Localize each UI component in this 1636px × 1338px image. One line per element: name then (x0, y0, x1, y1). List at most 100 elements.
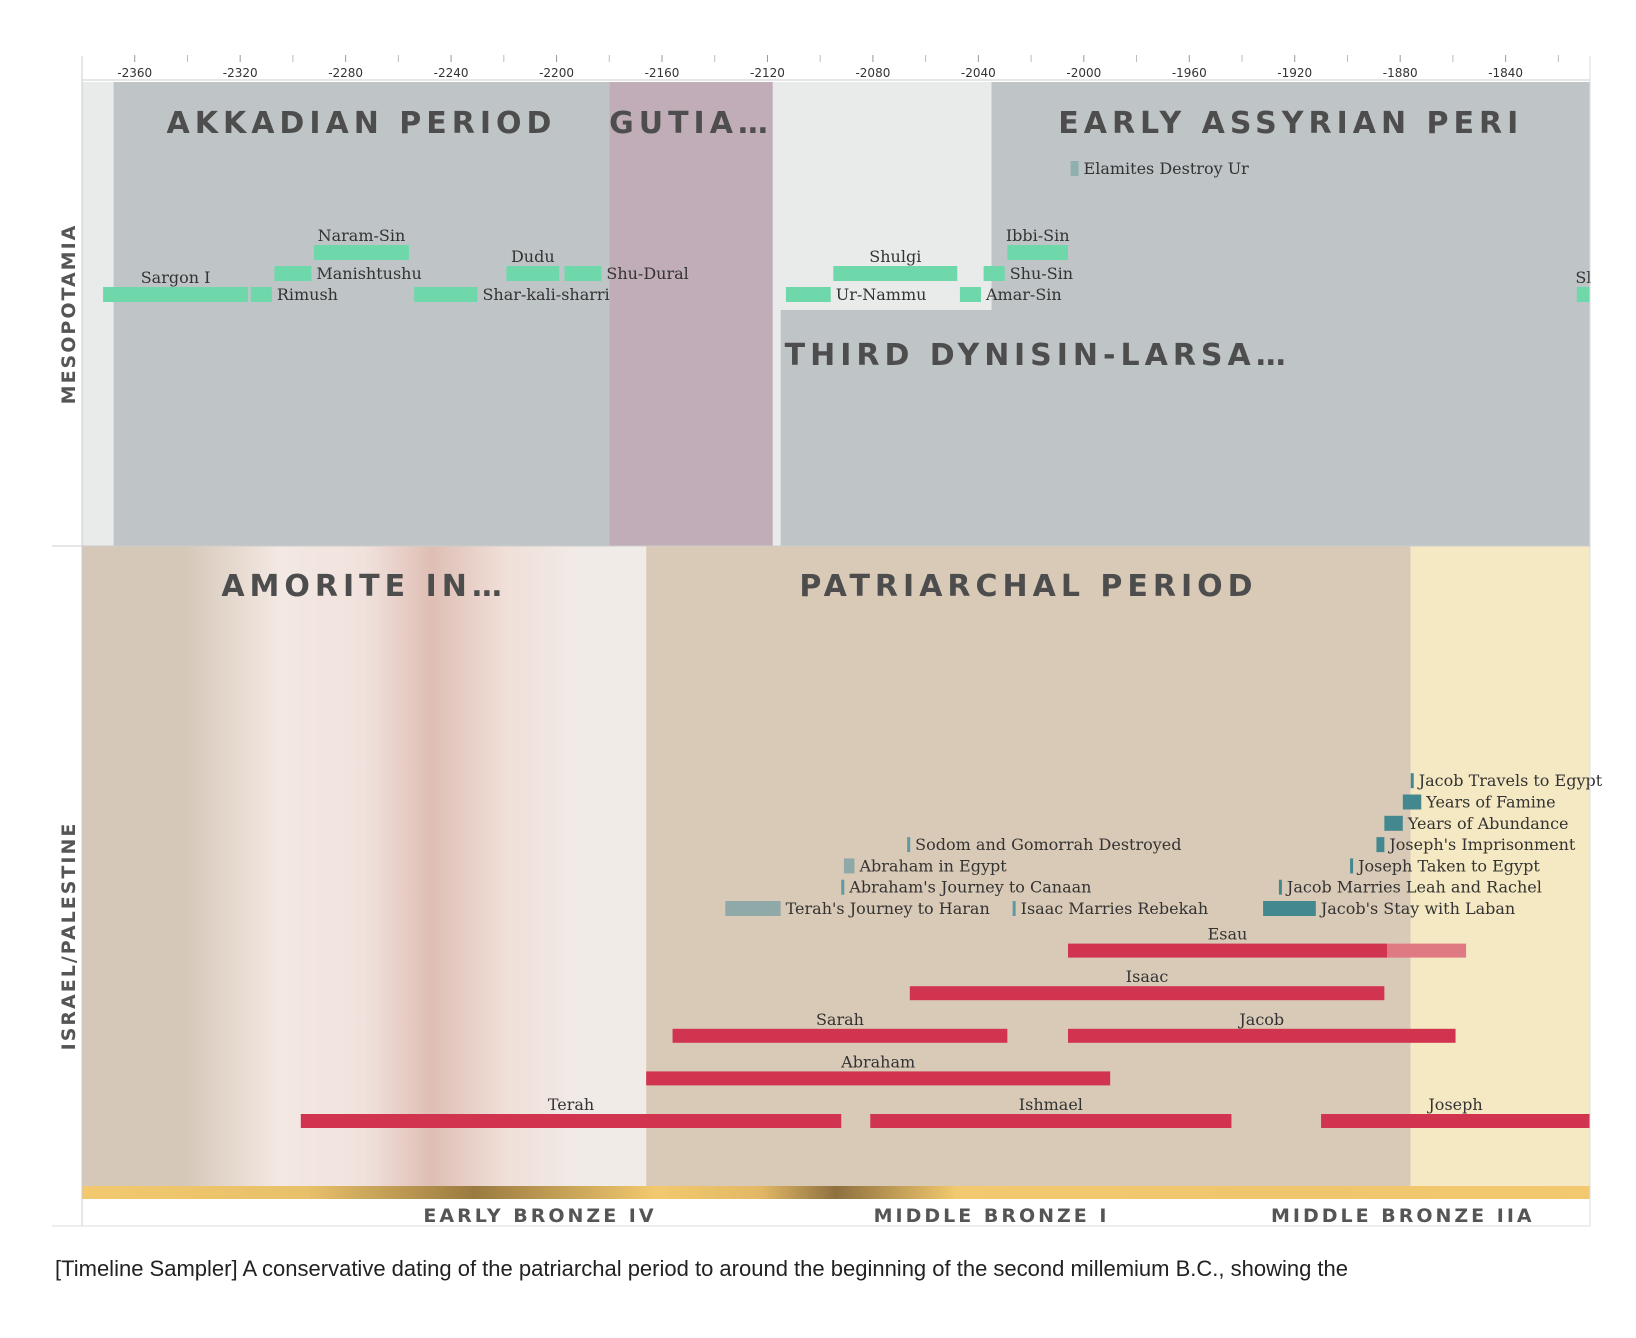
archaeological-periods: EARLY BRONZE IV MIDDLE BRONZE I MIDDLE BRO… (423, 1205, 1535, 1227)
event-bar-ibbi-sin (1007, 245, 1068, 260)
event-bar-sargon-i (103, 287, 249, 302)
event-label-ibbi-sin: Ibbi-Sin (1006, 226, 1070, 245)
axis-tick-label: -1920 (1277, 66, 1312, 80)
archaeological-label-middle-bronze-iia: MIDDLE BRONZE IIA (1271, 1205, 1535, 1227)
period-label-isin-larsa: ISIN-LARSA… (1014, 338, 1291, 373)
axis-tick-label: -2040 (961, 66, 996, 80)
archaeological-label-middle-bronze-i: MIDDLE BRONZE I (874, 1205, 1110, 1227)
period-band-third-dynas (780, 310, 1010, 546)
lifespan-label-ishmael: Ishmael (1019, 1095, 1083, 1114)
axis-tick-label: -1960 (1172, 66, 1207, 80)
axis-tick-label: -2160 (645, 66, 680, 80)
event-label-shulgi: Shulgi (869, 247, 921, 266)
event-bar-shu-sin (983, 266, 1005, 281)
lifespan-bar-ishmael (870, 1114, 1232, 1128)
event-label-years-of-famine: Years of Famine (1425, 793, 1555, 812)
lifespan-bar-joseph (1321, 1114, 1590, 1128)
period-band-isin-larsa (1010, 310, 1295, 546)
lifespan-bar-jacob (1068, 1028, 1456, 1043)
event-bar-years-of-famine (1402, 794, 1422, 810)
event-bar-naram-sin (314, 245, 409, 260)
period-band-unnamed (1315, 310, 1590, 546)
event-label-shu-dural: Shu-Dural (606, 264, 688, 283)
event-bar-shulgi (833, 266, 958, 281)
event-label-elamites-destroy-ur: Elamites Destroy Ur (1084, 159, 1250, 178)
period-band-late-period (1410, 546, 1590, 1186)
bronze-age-band (82, 1186, 1590, 1199)
axis-tick-label: -2240 (434, 66, 469, 80)
mesopotamia-events: Sargon I Rimush Manishtushu Naram-Sin Shar-k… (103, 159, 1591, 304)
lifespan-label-jacob: Jacob (1237, 1010, 1284, 1029)
region-label-israel-palestine: ISRAEL/PALESTINE (58, 822, 80, 1051)
lifespan-label-esau: Esau (1208, 925, 1248, 944)
event-label-abraham-in-egypt: Abraham in Egypt (858, 856, 1007, 875)
period-label-gutia: GUTIA… (609, 106, 773, 141)
event-bar-amar-sin (959, 287, 981, 302)
event-bar-terah-s-journey-to-haran (725, 901, 781, 916)
period-label-akkadian-period: AKKADIAN PERIOD (166, 106, 556, 141)
period-band-patriarchal-period (646, 546, 1411, 1186)
event-bar-abraham-s-journey-to-canaan (841, 879, 845, 895)
event-label-terah-s-journey-to-haran: Terah's Journey to Haran (786, 899, 990, 918)
lifespan-bar-esau (1068, 943, 1387, 958)
axis-tick-label: -1880 (1383, 66, 1418, 80)
event-bar-sl (1576, 287, 1590, 302)
event-bar-jacob-marries-leah-and-rachel (1278, 879, 1282, 895)
event-bar-sodom-and-gomorrah-destroyed (907, 837, 911, 853)
event-bar-joseph-s-imprisonment (1376, 837, 1385, 853)
event-label-naram-sin: Naram-Sin (318, 226, 406, 245)
period-band-amorite-in (82, 546, 647, 1186)
figure-caption: [Timeline Sampler] A conservative dating… (55, 1256, 1349, 1281)
period-label-amorite-in: AMORITE IN… (221, 569, 507, 604)
event-label-jacob-s-stay-with-laban: Jacob's Stay with Laban (1319, 899, 1515, 918)
event-bar-jacob-travels-to-egypt (1410, 773, 1414, 789)
event-label-joseph-s-imprisonment: Joseph's Imprisonment (1387, 835, 1576, 854)
event-bar-years-of-abundance (1384, 815, 1403, 831)
axis-tick-label: -2120 (750, 66, 785, 80)
lifespan-bar-isaac (909, 986, 1385, 1001)
event-bar-elamites-destroy-ur (1070, 161, 1079, 176)
lifespan-label-terah: Terah (548, 1095, 594, 1114)
lifespan-label-abraham: Abraham (840, 1052, 915, 1071)
event-bar-shar-kali-sharri (414, 287, 478, 302)
event-label-jacob-marries-leah-and-rachel: Jacob Marries Leah and Rachel (1285, 878, 1542, 897)
event-label-rimush: Rimush (277, 285, 338, 304)
event-bar-shu-dural (564, 266, 602, 281)
event-bar-rimush (250, 287, 272, 302)
event-bar-abraham-in-egypt (843, 858, 855, 874)
period-label-patriarchal-period: PATRIARCHAL PERIOD (799, 569, 1257, 604)
event-label-abraham-s-journey-to-canaan: Abraham's Journey to Canaan (848, 878, 1091, 897)
lifespan-label-sarah: Sarah (816, 1010, 864, 1029)
event-label-amar-sin: Amar-Sin (985, 285, 1062, 304)
event-bar-joseph-taken-to-egypt (1350, 858, 1354, 874)
event-bar-isaac-marries-rebekah (1012, 901, 1016, 916)
event-bar-jacob-s-stay-with-laban (1263, 901, 1316, 916)
event-label-dudu: Dudu (511, 247, 555, 266)
event-label-joseph-taken-to-egypt: Joseph Taken to Egypt (1356, 856, 1540, 875)
period-band-akkadian-period (113, 82, 610, 546)
event-bar-dudu (506, 266, 560, 281)
event-label-sodom-and-gomorrah-destroyed: Sodom and Gomorrah Destroyed (915, 835, 1181, 854)
axis-tick-label: -2280 (328, 66, 363, 80)
axis-tick-label: -2360 (117, 66, 152, 80)
lifespan-bar-abraham (646, 1071, 1111, 1086)
lifespan-extension-esau (1387, 943, 1467, 958)
axis-tick-label: -2320 (223, 66, 258, 80)
timeline-chart: -2360 -2320 -2280 -2240 -2200 -2160 -2120 -2080… (52, 55, 1603, 1227)
event-label-years-of-abundance: Years of Abundance (1407, 814, 1569, 833)
event-label-sargon-i: Sargon I (141, 268, 211, 287)
axis-tick-label: -1840 (1488, 66, 1523, 80)
event-bar-manishtushu (274, 266, 312, 281)
event-label-ur-nammu: Ur-Nammu (836, 285, 927, 304)
israel-events: Terah's Journey to Haran Abraham's Journe… (725, 771, 1603, 918)
period-band-gutia (609, 82, 773, 546)
event-label-isaac-marries-rebekah: Isaac Marries Rebekah (1021, 899, 1209, 918)
event-label-manishtushu: Manishtushu (316, 264, 421, 283)
event-label-shar-kali-sharri: Shar-kali-sharri (482, 285, 609, 304)
axis-tick-label: -2080 (855, 66, 890, 80)
event-bar-ur-nammu (785, 287, 831, 302)
period-label-early-assyrian-peri: EARLY ASSYRIAN PERI (1058, 106, 1523, 141)
region-label-mesopotamia: MESOPOTAMIA (58, 224, 80, 405)
lifespan-bar-terah (300, 1114, 842, 1128)
axis-tick-label: -2200 (539, 66, 574, 80)
